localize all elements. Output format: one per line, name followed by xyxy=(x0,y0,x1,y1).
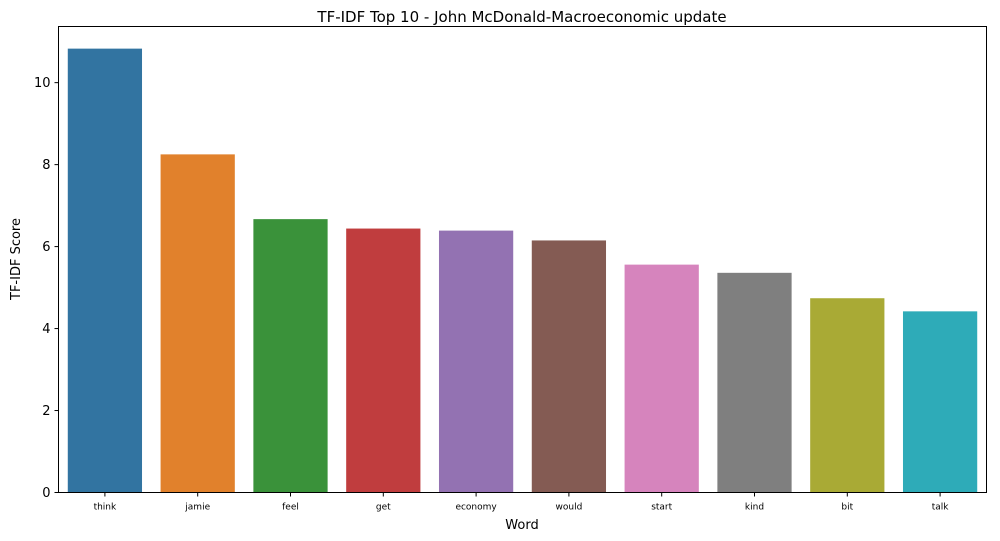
bar-would xyxy=(531,240,607,493)
bar-start xyxy=(624,264,699,493)
y-axis-label: TF-IDF Score xyxy=(9,218,24,301)
bar-kind xyxy=(717,272,792,493)
y-tick-label: 6 xyxy=(42,240,50,255)
x-tick-label: bit xyxy=(841,503,853,513)
bar-jamie xyxy=(160,154,235,493)
y-tick-label: 2 xyxy=(42,404,50,419)
x-axis-ticks: think jamie feel get economy would start kind bi… xyxy=(94,492,950,513)
bar-talk xyxy=(902,311,978,493)
y-tick-label: 8 xyxy=(42,158,50,173)
y-tick-label: 4 xyxy=(42,322,50,337)
bar-think xyxy=(67,48,143,493)
x-axis-label: Word xyxy=(505,518,538,533)
bar-feel xyxy=(253,219,328,493)
x-tick-label: feel xyxy=(282,503,299,513)
bar-get xyxy=(346,228,421,493)
y-axis-ticks: 0 2 4 6 8 10 xyxy=(34,76,59,501)
x-tick-label: economy xyxy=(455,503,497,513)
bar-economy xyxy=(438,230,514,493)
y-tick-label: 10 xyxy=(34,76,51,91)
x-tick-label: start xyxy=(651,503,672,513)
chart-title: TF-IDF Top 10 - John McDonald-Macroecono… xyxy=(316,8,726,26)
bar-bit xyxy=(810,298,885,493)
plot-frame xyxy=(58,26,987,493)
x-tick-label: jamie xyxy=(184,503,210,513)
x-tick-label: talk xyxy=(932,503,950,513)
x-tick-label: kind xyxy=(745,503,764,513)
x-tick-label: think xyxy=(94,503,117,513)
y-tick-label: 0 xyxy=(42,486,50,501)
x-tick-label: get xyxy=(376,503,391,513)
bars-group xyxy=(67,48,978,493)
x-tick-label: would xyxy=(556,503,583,513)
